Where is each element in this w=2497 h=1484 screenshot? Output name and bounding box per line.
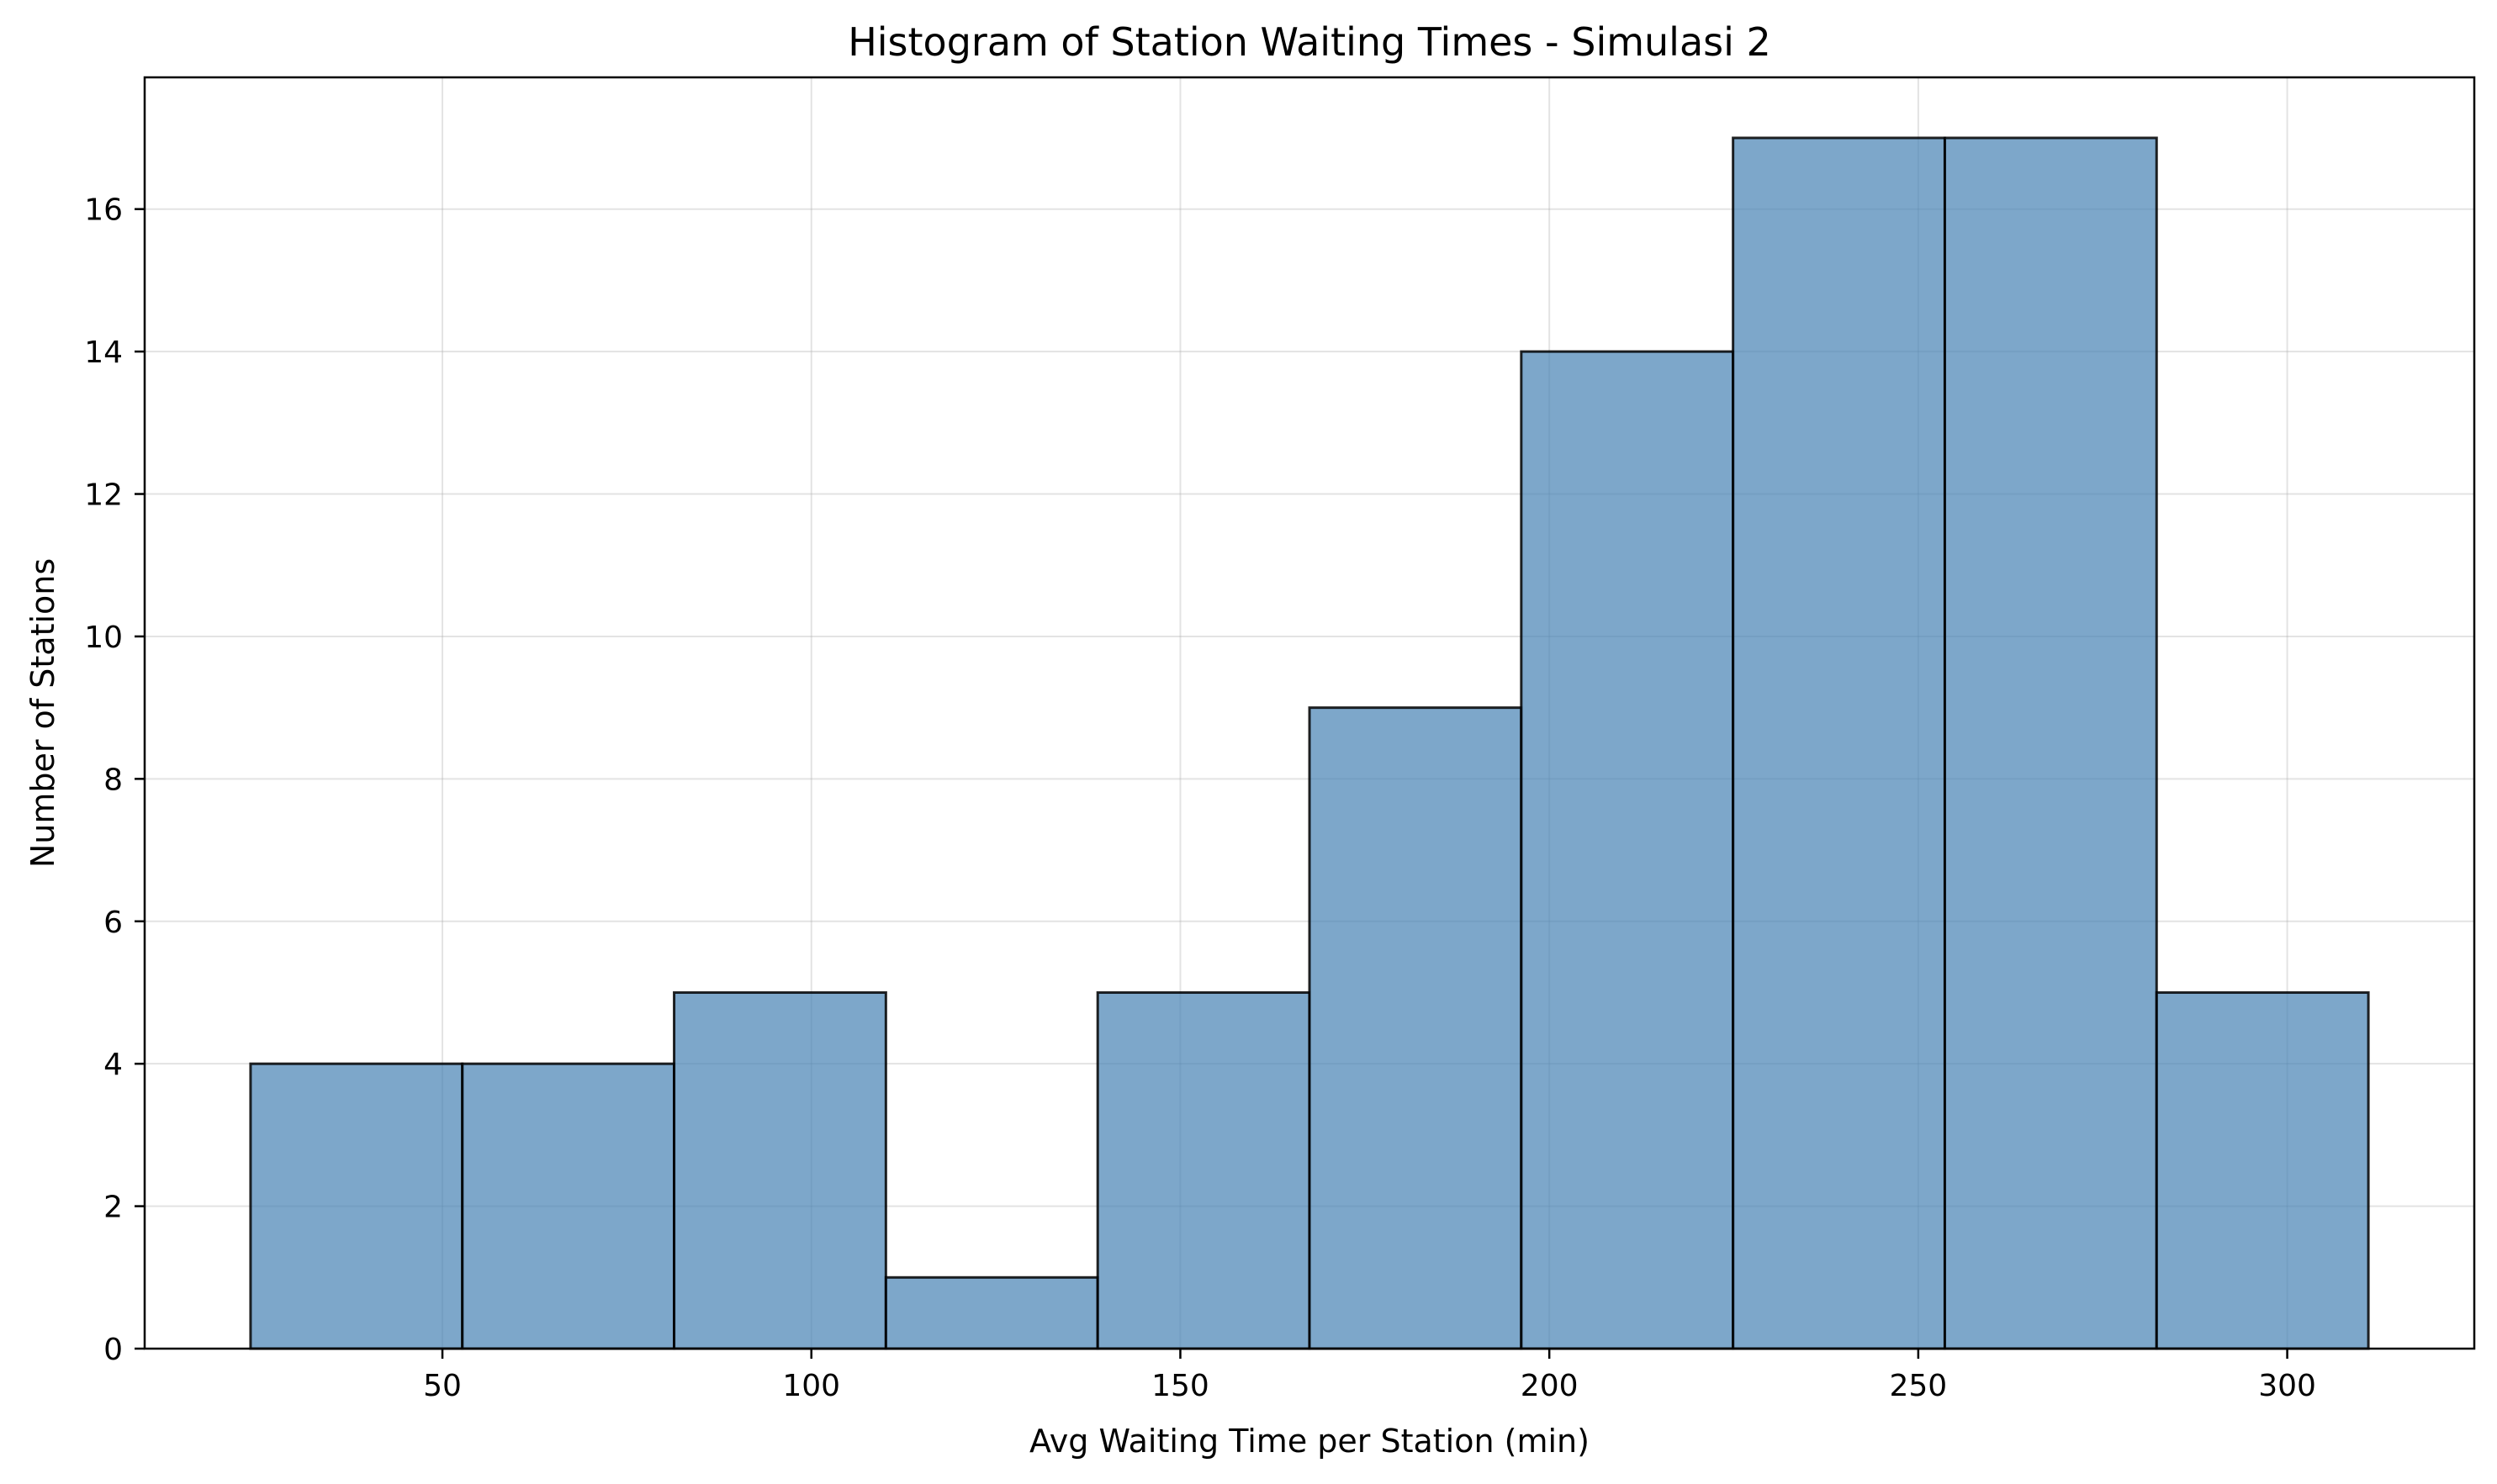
histogram-bar — [1520, 350, 1735, 1350]
histogram-bars — [249, 136, 2370, 1350]
y-tick-label: 12 — [84, 478, 123, 513]
histogram-bar — [461, 1062, 676, 1350]
y-tick-label: 6 — [103, 906, 123, 940]
x-tick-label: 200 — [1521, 1369, 1579, 1403]
histogram-bar — [1308, 706, 1523, 1350]
x-tick-label: 50 — [423, 1369, 462, 1403]
histogram-bar — [673, 990, 887, 1350]
histogram-bar — [1732, 136, 1946, 1350]
x-axis-label: Avg Waiting Time per Station (min) — [1029, 1423, 1590, 1460]
y-tick-label: 0 — [103, 1333, 123, 1367]
y-tick-label: 10 — [84, 621, 123, 655]
y-tick-label: 16 — [84, 193, 123, 228]
x-tick-label: 250 — [1890, 1369, 1948, 1403]
y-axis-label: Number of Stations — [24, 558, 61, 868]
x-tick-label: 300 — [2258, 1369, 2316, 1403]
plot-frame — [143, 76, 2476, 1350]
chart-title: Histogram of Station Waiting Times - Sim… — [848, 19, 1771, 65]
y-tick-label: 2 — [103, 1191, 123, 1225]
x-tick-label: 150 — [1151, 1369, 1209, 1403]
y-tick-label: 4 — [103, 1048, 123, 1082]
histogram-bar — [249, 1062, 464, 1350]
x-axis-ticks: 50 100 150 200 250 300 — [423, 1349, 2316, 1403]
histogram-bar — [2155, 990, 2370, 1350]
histogram-bar — [884, 1275, 1099, 1350]
x-tick-label: 100 — [782, 1369, 840, 1403]
y-axis-ticks: 0 2 4 6 8 10 12 14 16 — [84, 193, 145, 1367]
y-tick-label: 14 — [84, 335, 123, 370]
histogram-bar — [1096, 990, 1311, 1350]
histogram-bar — [1943, 136, 2158, 1350]
y-tick-label: 8 — [103, 763, 123, 797]
